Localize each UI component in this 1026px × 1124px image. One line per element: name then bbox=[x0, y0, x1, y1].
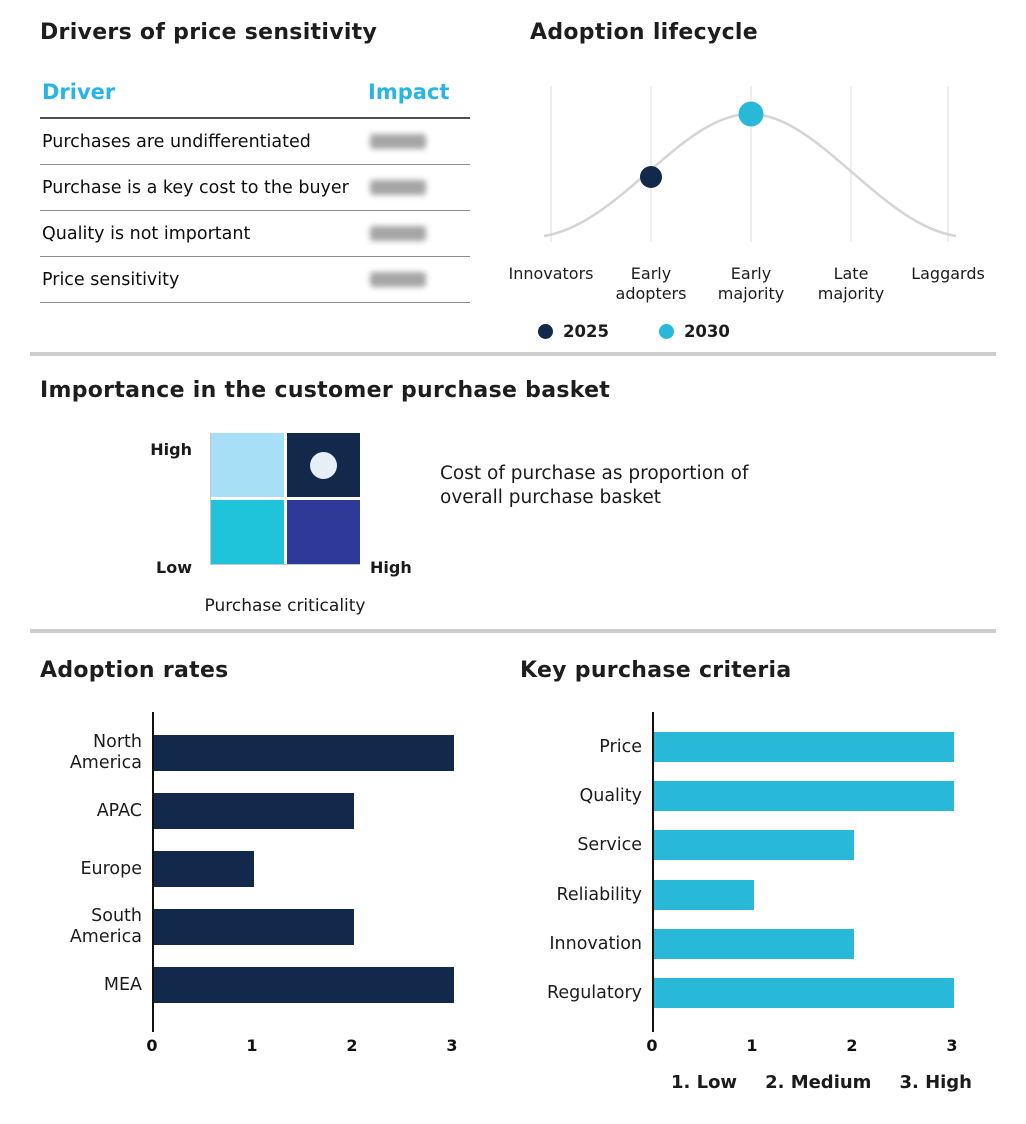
drivers-table-header: Driver Impact bbox=[40, 74, 470, 119]
adoption-rates-title: Adoption rates bbox=[40, 658, 229, 683]
y-axis-low-label: Low bbox=[156, 558, 192, 577]
stage-label-late-majority: Late majority bbox=[817, 264, 885, 303]
bar-innovation bbox=[654, 929, 854, 959]
x-tick: 1 bbox=[246, 1036, 258, 1055]
legend-item-2030: 2030 bbox=[658, 322, 730, 341]
bar-label: South America bbox=[69, 906, 142, 947]
purchase-basket-matrix bbox=[210, 433, 360, 565]
quadrant-top-right bbox=[287, 433, 360, 497]
bar-label: Price bbox=[599, 736, 642, 757]
table-row: Price sensitivity bbox=[40, 257, 470, 303]
bar-label: APAC bbox=[96, 800, 142, 821]
legend-label-2025: 2025 bbox=[563, 322, 609, 341]
y-axis-line bbox=[652, 712, 654, 1032]
bar-apac bbox=[154, 793, 354, 829]
x-axis-high-label: High bbox=[370, 558, 412, 577]
x-tick: 1 bbox=[746, 1036, 758, 1055]
y-axis-high-label: High bbox=[150, 440, 192, 459]
bar-regulatory bbox=[654, 978, 954, 1008]
legend-item-2025: 2025 bbox=[538, 322, 609, 341]
quadrant-bottom-right bbox=[287, 500, 360, 564]
column-header-impact: Impact bbox=[368, 80, 450, 104]
lifecycle-title: Adoption lifecycle bbox=[530, 20, 758, 45]
table-row: Purchases are undifferentiated bbox=[40, 119, 470, 165]
x-tick: 3 bbox=[946, 1036, 958, 1055]
column-header-driver: Driver bbox=[42, 80, 116, 104]
y-axis-line bbox=[152, 712, 154, 1032]
x-axis-title: Purchase criticality bbox=[204, 596, 366, 616]
lifecycle-legend: 2025 2030 bbox=[538, 322, 730, 341]
stage-label-early-adopters: Early adopters bbox=[615, 264, 687, 303]
impact-value-redacted bbox=[370, 180, 426, 195]
annotation-line-2: overall purchase basket bbox=[440, 487, 661, 508]
table-row: Purchase is a key cost to the buyer bbox=[40, 165, 470, 211]
stage-label-innovators: Innovators bbox=[508, 264, 594, 283]
adoption-rates-chart: North America APAC Europe South America … bbox=[40, 700, 500, 1100]
section-divider bbox=[30, 352, 996, 356]
basket-title: Importance in the customer purchase bask… bbox=[40, 378, 611, 403]
driver-cell: Price sensitivity bbox=[42, 269, 180, 290]
bar-reliability bbox=[654, 880, 754, 910]
bar-label: Innovation bbox=[549, 933, 642, 954]
basket-annotation: Cost of purchase as proportion of overal… bbox=[440, 462, 850, 510]
position-marker-icon bbox=[310, 451, 337, 479]
driver-cell: Quality is not important bbox=[42, 223, 251, 244]
bar-label: Service bbox=[577, 834, 642, 855]
table-row: Quality is not important bbox=[40, 211, 470, 257]
stage-label-laggards: Laggards bbox=[911, 264, 985, 283]
legend-dot-2030-icon bbox=[658, 324, 674, 339]
bar-label: Europe bbox=[80, 858, 142, 879]
bar-label: MEA bbox=[103, 974, 142, 995]
lifecycle-panel: Adoption lifecycle Innovators Early adop… bbox=[508, 20, 1010, 360]
impact-value-redacted bbox=[370, 134, 426, 149]
quadrant-top-left bbox=[211, 433, 284, 497]
drivers-table: Driver Impact Purchases are undifferenti… bbox=[40, 74, 470, 303]
bar-label: Quality bbox=[579, 785, 642, 806]
bar-europe bbox=[154, 851, 254, 887]
drivers-title: Drivers of price sensitivity bbox=[40, 20, 378, 45]
driver-cell: Purchases are undifferentiated bbox=[42, 131, 311, 152]
bar-mea bbox=[154, 967, 454, 1003]
bar-label: Regulatory bbox=[546, 982, 642, 1003]
x-tick: 0 bbox=[646, 1036, 658, 1055]
scale-note-high: 3. High bbox=[899, 1072, 972, 1093]
drivers-panel: Drivers of price sensitivity Driver Impa… bbox=[40, 20, 470, 303]
section-divider bbox=[30, 629, 996, 633]
stage-label-early-majority: Early majority bbox=[717, 264, 785, 303]
impact-value-redacted bbox=[370, 272, 426, 287]
scale-note-low: 1. Low bbox=[670, 1072, 738, 1093]
bar-quality bbox=[654, 781, 954, 811]
bar-label: North America bbox=[69, 732, 142, 773]
adoption-lifecycle-chart bbox=[543, 86, 957, 242]
x-tick: 2 bbox=[846, 1036, 858, 1055]
bar-label: Reliability bbox=[556, 884, 642, 905]
scale-note-medium: 2. Medium bbox=[765, 1072, 872, 1093]
annotation-line-1: Cost of purchase as proportion of bbox=[440, 463, 749, 484]
bar-south-america bbox=[154, 909, 354, 945]
bar-north-america bbox=[154, 735, 454, 771]
x-tick: 2 bbox=[346, 1036, 358, 1055]
scale-note: 1. Low 2. Medium 3. High bbox=[520, 1072, 972, 1093]
legend-dot-2025-icon bbox=[538, 324, 553, 339]
criteria-chart: Price Quality Service Reliability Innova… bbox=[520, 700, 990, 1110]
x-tick: 0 bbox=[146, 1036, 158, 1055]
bar-price bbox=[654, 732, 954, 762]
bell-curve bbox=[543, 112, 957, 238]
bar-service bbox=[654, 830, 854, 860]
driver-cell: Purchase is a key cost to the buyer bbox=[42, 177, 349, 198]
impact-value-redacted bbox=[370, 226, 426, 241]
quadrant-bottom-left bbox=[211, 500, 284, 564]
criteria-title: Key purchase criteria bbox=[520, 658, 792, 683]
point-2025 bbox=[640, 166, 662, 188]
point-2030 bbox=[738, 101, 764, 127]
legend-label-2030: 2030 bbox=[683, 322, 730, 341]
x-tick: 3 bbox=[446, 1036, 458, 1055]
